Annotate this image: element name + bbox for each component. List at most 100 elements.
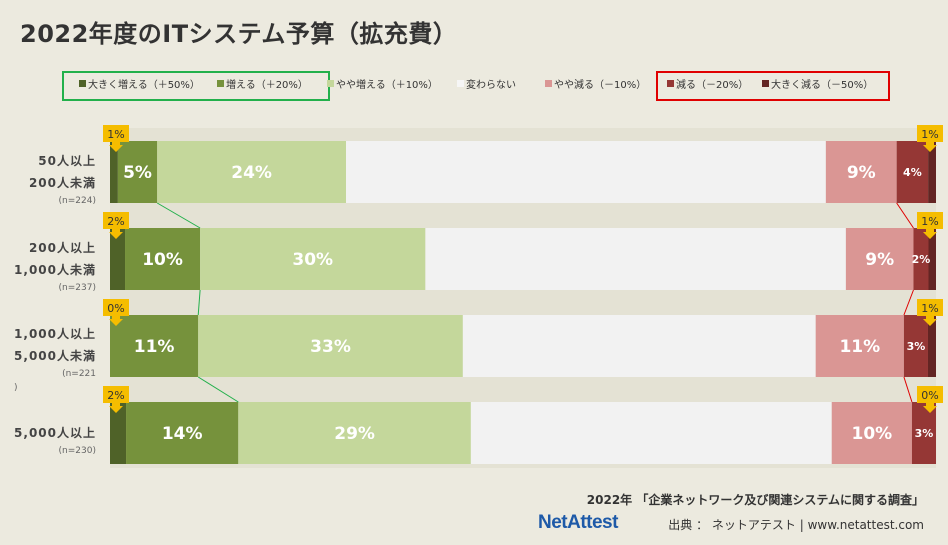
data-label-row2-s1: 2% [107, 215, 124, 228]
bar-segment-row4-s6 [911, 402, 936, 464]
bar-segment-row1-s4 [346, 141, 826, 203]
data-label-row4-s2: 14% [162, 424, 203, 444]
callout-arrow-row2-s1 [109, 229, 123, 239]
callout-arrow-row1-s1 [109, 142, 123, 152]
data-label-row4-s6: 3% [915, 427, 934, 440]
bar-segment-row3-s7 [927, 315, 936, 377]
data-label-row4-s5: 10% [851, 424, 892, 444]
callout-box-row2-s1 [103, 212, 129, 229]
legend-swatch [545, 80, 552, 87]
connector-decrease-2 [903, 289, 914, 316]
source-credit: 出典 ： ネットアテスト | www.netattest.com [668, 518, 924, 532]
data-label-row1-s1: 1% [107, 128, 124, 141]
legend-label: やや増える（＋10%） [336, 80, 438, 91]
callout-arrow-row3-s7 [923, 316, 937, 326]
legend-label: 大きく減る（－50%） [771, 80, 874, 91]
data-label-row4-s7: 0% [921, 389, 938, 402]
category-label-3: 1,000人以上 5,000人未満 (n=221 ) [14, 323, 96, 395]
bar-segment-row4-s3 [238, 402, 471, 464]
data-label-row1-s7: 1% [921, 128, 938, 141]
category-label-1: 50人以上 200人未満 (n=224) [29, 150, 96, 208]
connector-increase-2 [197, 289, 201, 316]
bar-segment-row2-s2 [125, 228, 201, 290]
legend-item-decrease: 減る（－20%） [667, 79, 748, 93]
category-line: 5,000人未満 [14, 349, 96, 363]
connector-increase-1 [156, 202, 201, 229]
legend-label: 変わらない [466, 80, 516, 91]
data-label-row3-s5: 11% [839, 337, 880, 357]
connector-decrease-1 [896, 202, 914, 229]
data-label-row3-s3: 33% [310, 337, 351, 357]
legend-swatch [327, 80, 334, 87]
legend-swatch [762, 80, 769, 87]
legend-item-large-increase: 大きく増える（＋50%） [79, 79, 200, 93]
callout-box-row4-s1 [103, 386, 129, 403]
callout-box-row3-s7 [917, 299, 943, 316]
category-sample-size: (n=221 [62, 369, 96, 379]
category-line: 5,000人以上 [14, 426, 96, 440]
bar-segment-row1-s5 [825, 141, 897, 203]
data-label-row1-s5: 9% [847, 163, 876, 183]
callout-box-row1-s7 [917, 125, 943, 142]
data-label-row3-s6: 3% [907, 340, 926, 353]
category-sample-size: (n=224) [58, 196, 96, 206]
category-label-2: 200人以上 1,000人未満 (n=237) [14, 237, 96, 295]
bar-segment-row1-s1 [110, 141, 118, 203]
legend-swatch [79, 80, 86, 87]
legend-label: 大きく増える（＋50%） [88, 80, 200, 91]
callout-arrow-row4-s1 [109, 403, 123, 413]
data-label-row1-s3: 24% [231, 163, 272, 183]
bar-segment-row2-s5 [845, 228, 914, 290]
callout-arrow-row1-s7 [923, 142, 937, 152]
data-label-row2-s3: 30% [292, 250, 333, 270]
callout-box-row1-s1 [103, 125, 129, 142]
data-label-row3-s1: 0% [107, 302, 124, 315]
data-label-row1-s6: 4% [903, 166, 922, 179]
bar-segment-row4-s1 [110, 402, 127, 464]
connector-increase-3 [197, 376, 239, 403]
legend-label: 減る（－20%） [676, 80, 749, 91]
data-label-row2-s7: 1% [921, 215, 938, 228]
category-sample-size: (n=237) [58, 283, 96, 293]
data-label-row2-s6: 2% [912, 253, 931, 266]
connector-decrease-3 [903, 376, 913, 403]
bar-segment-row2-s7 [928, 228, 936, 290]
legend-swatch [217, 80, 224, 87]
legend-item-slight-increase: やや増える（＋10%） [327, 79, 438, 93]
bar-segment-row3-s6 [903, 315, 928, 377]
bar-segment-row1-s3 [157, 141, 346, 203]
callout-arrow-row3-s1 [109, 316, 123, 326]
legend-label: 増える（＋20%） [226, 80, 308, 91]
callout-arrow-row4-s7 [923, 403, 937, 413]
bar-segment-row2-s1 [110, 228, 126, 290]
bar-segment-row4-s4 [470, 402, 832, 464]
bar-segment-row4-s2 [126, 402, 239, 464]
legend-label: やや減る（－10%） [554, 80, 647, 91]
legend-item-slight-decrease: やや減る（－10%） [545, 79, 646, 93]
callout-box-row3-s1 [103, 299, 129, 316]
category-line: 200人未満 [28, 176, 96, 190]
callout-box-row4-s7 [917, 386, 943, 403]
data-label-row1-s2: 5% [123, 163, 152, 183]
data-label-row2-s5: 9% [865, 250, 894, 270]
category-line: 50人以上 [38, 154, 96, 168]
bar-segment-row3-s5 [815, 315, 904, 377]
chart-title: 2022年度のITシステム予算（拡充費） [20, 20, 458, 48]
data-label-row3-s2: 11% [134, 337, 175, 357]
bar-segment-row1-s6 [896, 141, 929, 203]
category-line: 1,000人以上 [14, 327, 96, 341]
legend-item-increase: 増える（＋20%） [217, 79, 308, 93]
category-line: 200人以上 [28, 241, 96, 255]
data-label-row4-s1: 2% [107, 389, 124, 402]
bar-segment-row3-s3 [198, 315, 463, 377]
bar-segment-row2-s6 [913, 228, 929, 290]
bar-segment-row3-s2 [110, 315, 199, 377]
legend-highlight-decrease [656, 71, 890, 101]
bar-segment-row3-s4 [462, 315, 816, 377]
bar-segment-row1-s7 [928, 141, 936, 203]
legend-item-large-decrease: 大きく減る（－50%） [762, 79, 873, 93]
callout-box-row2-s7 [917, 212, 943, 229]
category-sample-size: (n=230) [58, 446, 96, 456]
category-line: 1,000人未満 [14, 263, 96, 277]
